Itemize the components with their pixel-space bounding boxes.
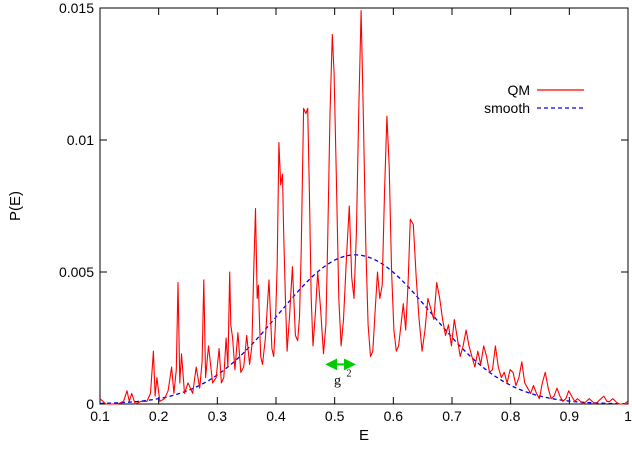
- x-tick-label: 0.6: [384, 408, 404, 424]
- legend-label-qm: QM: [507, 82, 530, 98]
- y-axis-title: P(E): [7, 191, 24, 221]
- x-tick-label: 0.7: [442, 408, 462, 424]
- x-tick-label: 0.1: [90, 408, 110, 424]
- y-axis: 0 0.005 0.01 0.015: [59, 0, 628, 412]
- y-tick-label: 0.005: [59, 264, 94, 280]
- x-tick-label: 0.9: [560, 408, 580, 424]
- x-axis-title: E: [359, 427, 369, 444]
- plot-area: [99, 7, 629, 405]
- x-axis: 0.1 0.2 0.3 0.4 0.5 0.6 0.7 0.8 0.9 1: [90, 8, 632, 424]
- plot-frame: [99, 7, 629, 405]
- g2-label-superscript: 2: [347, 368, 352, 379]
- x-tick-label: 1: [624, 408, 632, 424]
- legend-label-smooth: smooth: [484, 100, 530, 116]
- legend: QM smooth: [484, 82, 584, 116]
- y-tick-label: 0: [86, 396, 94, 412]
- series-line-qm: [99, 10, 628, 405]
- g2-label: g: [334, 373, 341, 388]
- y-tick-label: 0.015: [59, 0, 94, 16]
- series-layer: [99, 10, 629, 405]
- y-tick-label: 0.01: [67, 132, 94, 148]
- x-tick-label: 0.4: [266, 408, 286, 424]
- x-tick-label: 0.3: [208, 408, 228, 424]
- x-tick-label: 0.2: [149, 408, 169, 424]
- x-tick-label: 0.5: [325, 408, 345, 424]
- x-tick-label: 0.8: [501, 408, 521, 424]
